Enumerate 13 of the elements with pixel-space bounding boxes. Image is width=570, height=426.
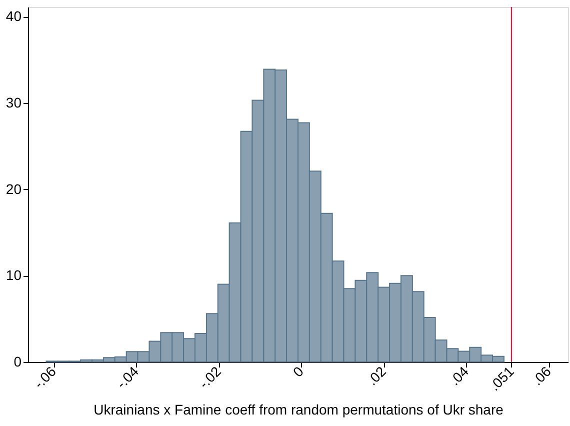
- y-tick-label: 10: [6, 267, 22, 284]
- y-tick-label: 30: [6, 94, 22, 110]
- x-tick-label: .02: [364, 362, 390, 388]
- x-tick-label: 0: [290, 362, 307, 380]
- x-tick-label: .051: [486, 362, 518, 394]
- y-tick-label: 40: [6, 8, 22, 24]
- x-axis-title: Ukrainians x Famine coeff from random permutations of Ukr share: [94, 402, 504, 418]
- x-tick-label: -.04: [113, 362, 142, 392]
- x-tick-label: .04: [446, 362, 472, 388]
- y-tick-label: 20: [6, 180, 22, 197]
- x-tick-label: .06: [528, 362, 554, 388]
- x-tick-label: -.06: [30, 362, 60, 392]
- x-tick-label: -.02: [196, 362, 224, 392]
